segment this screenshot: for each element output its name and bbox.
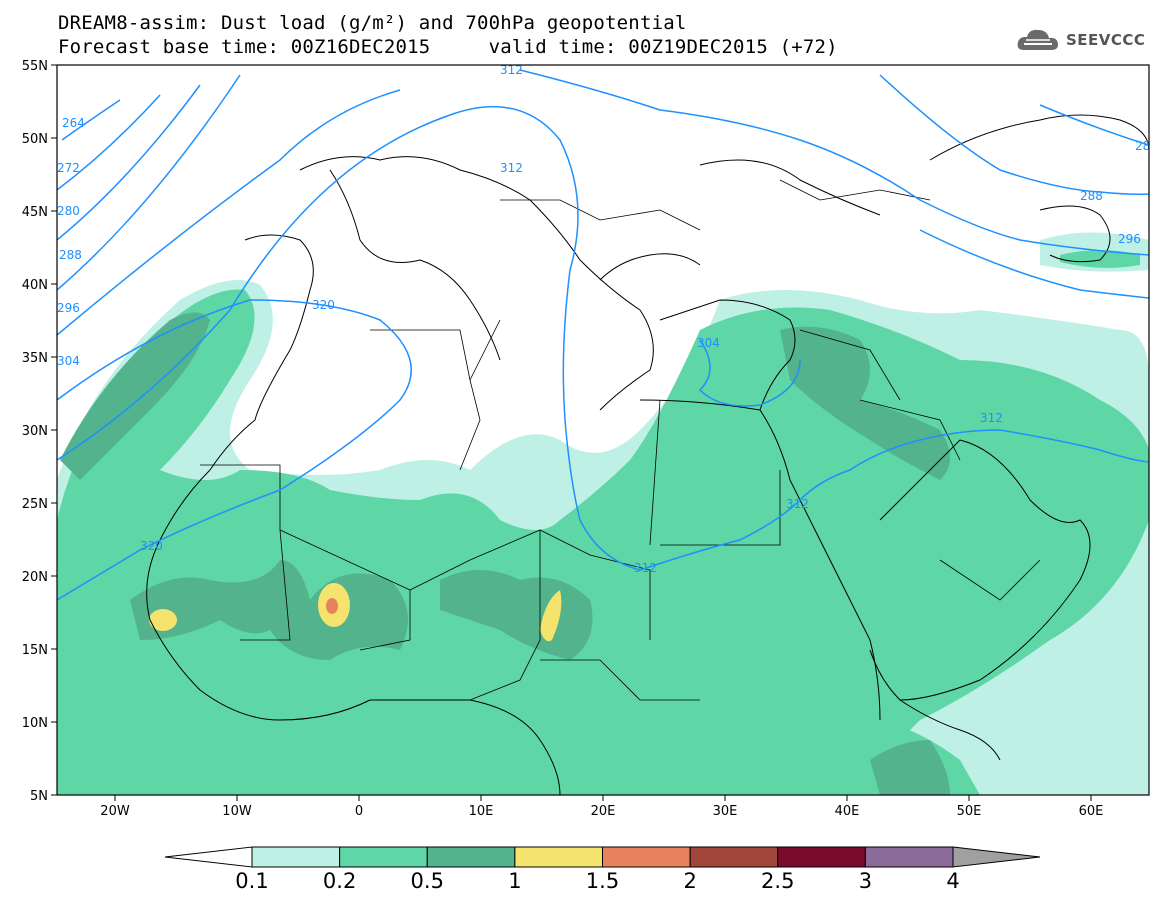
colorbar-box [689,846,779,868]
contour-label: 312 [500,161,523,175]
lat-label: 25N [22,497,48,512]
lon-label: 60E [1079,804,1104,819]
colorbar-label: 0.2 [323,869,356,893]
colorbar-label: 2.5 [761,869,794,893]
map-area [57,65,1149,795]
colorbar-box [602,846,691,868]
country-borders [200,179,1041,701]
contour-label: 304 [697,336,720,350]
colorbar-min-arrow [164,846,253,868]
contour-label: 296 [57,301,80,315]
colorbar-label: 0.5 [411,869,444,893]
lon-label: 40E [835,804,860,819]
contour-label: 312 [500,63,523,77]
lat-label: 5N [30,789,48,804]
colorbar: 0.1 0.2 0.5 1 1.5 2 2.5 3 4 [164,846,1041,893]
colorbar-label: 1 [508,869,521,893]
contour-label: 288 [59,248,82,262]
lon-label: 20E [591,804,616,819]
cloud-icon [1017,29,1058,50]
colorbar-max-arrow [952,846,1041,868]
lat-labels: 55N 50N 45N 40N 35N 30N 25N 20N 15N 10N … [22,59,48,804]
colorbar-box [864,846,954,868]
colorbar-box [426,846,516,868]
forecast-time-subtitle: Forecast base time: 00Z16DEC2015 valid t… [58,36,838,58]
lon-label: 10W [222,804,252,819]
dust-field-1.5 [326,598,338,614]
contour-label: 272 [57,161,80,175]
contour-label: 320 [140,539,163,553]
colorbar-label: 3 [859,869,872,893]
coastlines [146,114,1149,795]
contour-label: 288 [1080,189,1103,203]
colorbar-box [339,846,428,868]
contour-label: 28 [1135,139,1150,153]
colorbar-label: 2 [683,869,696,893]
dust-field-0.5 [60,312,950,795]
lat-label: 30N [22,424,48,439]
lat-label: 35N [22,351,48,366]
colorbar-label: 1.5 [586,869,619,893]
lat-axis [51,64,57,796]
lon-label: 10E [469,804,494,819]
contour-label: 280 [57,204,80,218]
lon-label: 50E [957,804,982,819]
lat-label: 40N [22,278,48,293]
colorbar-box [514,846,603,868]
contour-label: 320 [312,298,335,312]
colorbar-box [777,846,866,868]
lat-label: 45N [22,205,48,220]
contour-label: 264 [62,116,85,130]
colorbar-label: 0.1 [235,869,268,893]
lat-label: 15N [22,643,48,658]
lon-label: 30E [713,804,738,819]
logo-text: SEEVCCC [1066,31,1146,49]
geopotential-contours [57,69,1149,601]
contour-label: 296 [1118,232,1141,246]
lon-labels: 20W 10W 0 10E 20E 30E 40E 50E 60E [100,804,1103,819]
colorbar-box [251,846,341,868]
lat-label: 10N [22,716,48,731]
lon-axis [114,795,1092,801]
lon-label: 20W [100,804,130,819]
contour-label: 312 [786,497,809,511]
contour-label: 312 [634,561,657,575]
seevccc-logo: SEEVCCC [1016,26,1145,54]
lat-label: 50N [22,132,48,147]
lat-label: 55N [22,59,48,74]
lat-label: 20N [22,570,48,585]
map-title: DREAM8-assim: Dust load (g/m²) and 700hP… [58,12,687,34]
contour-label: 312 [980,411,1003,425]
colorbar-label: 4 [946,869,959,893]
lon-label: 0 [355,804,363,819]
contour-labels: 264 272 280 288 296 304 312 320 312 304 … [57,63,1150,575]
contour-label: 304 [57,354,80,368]
